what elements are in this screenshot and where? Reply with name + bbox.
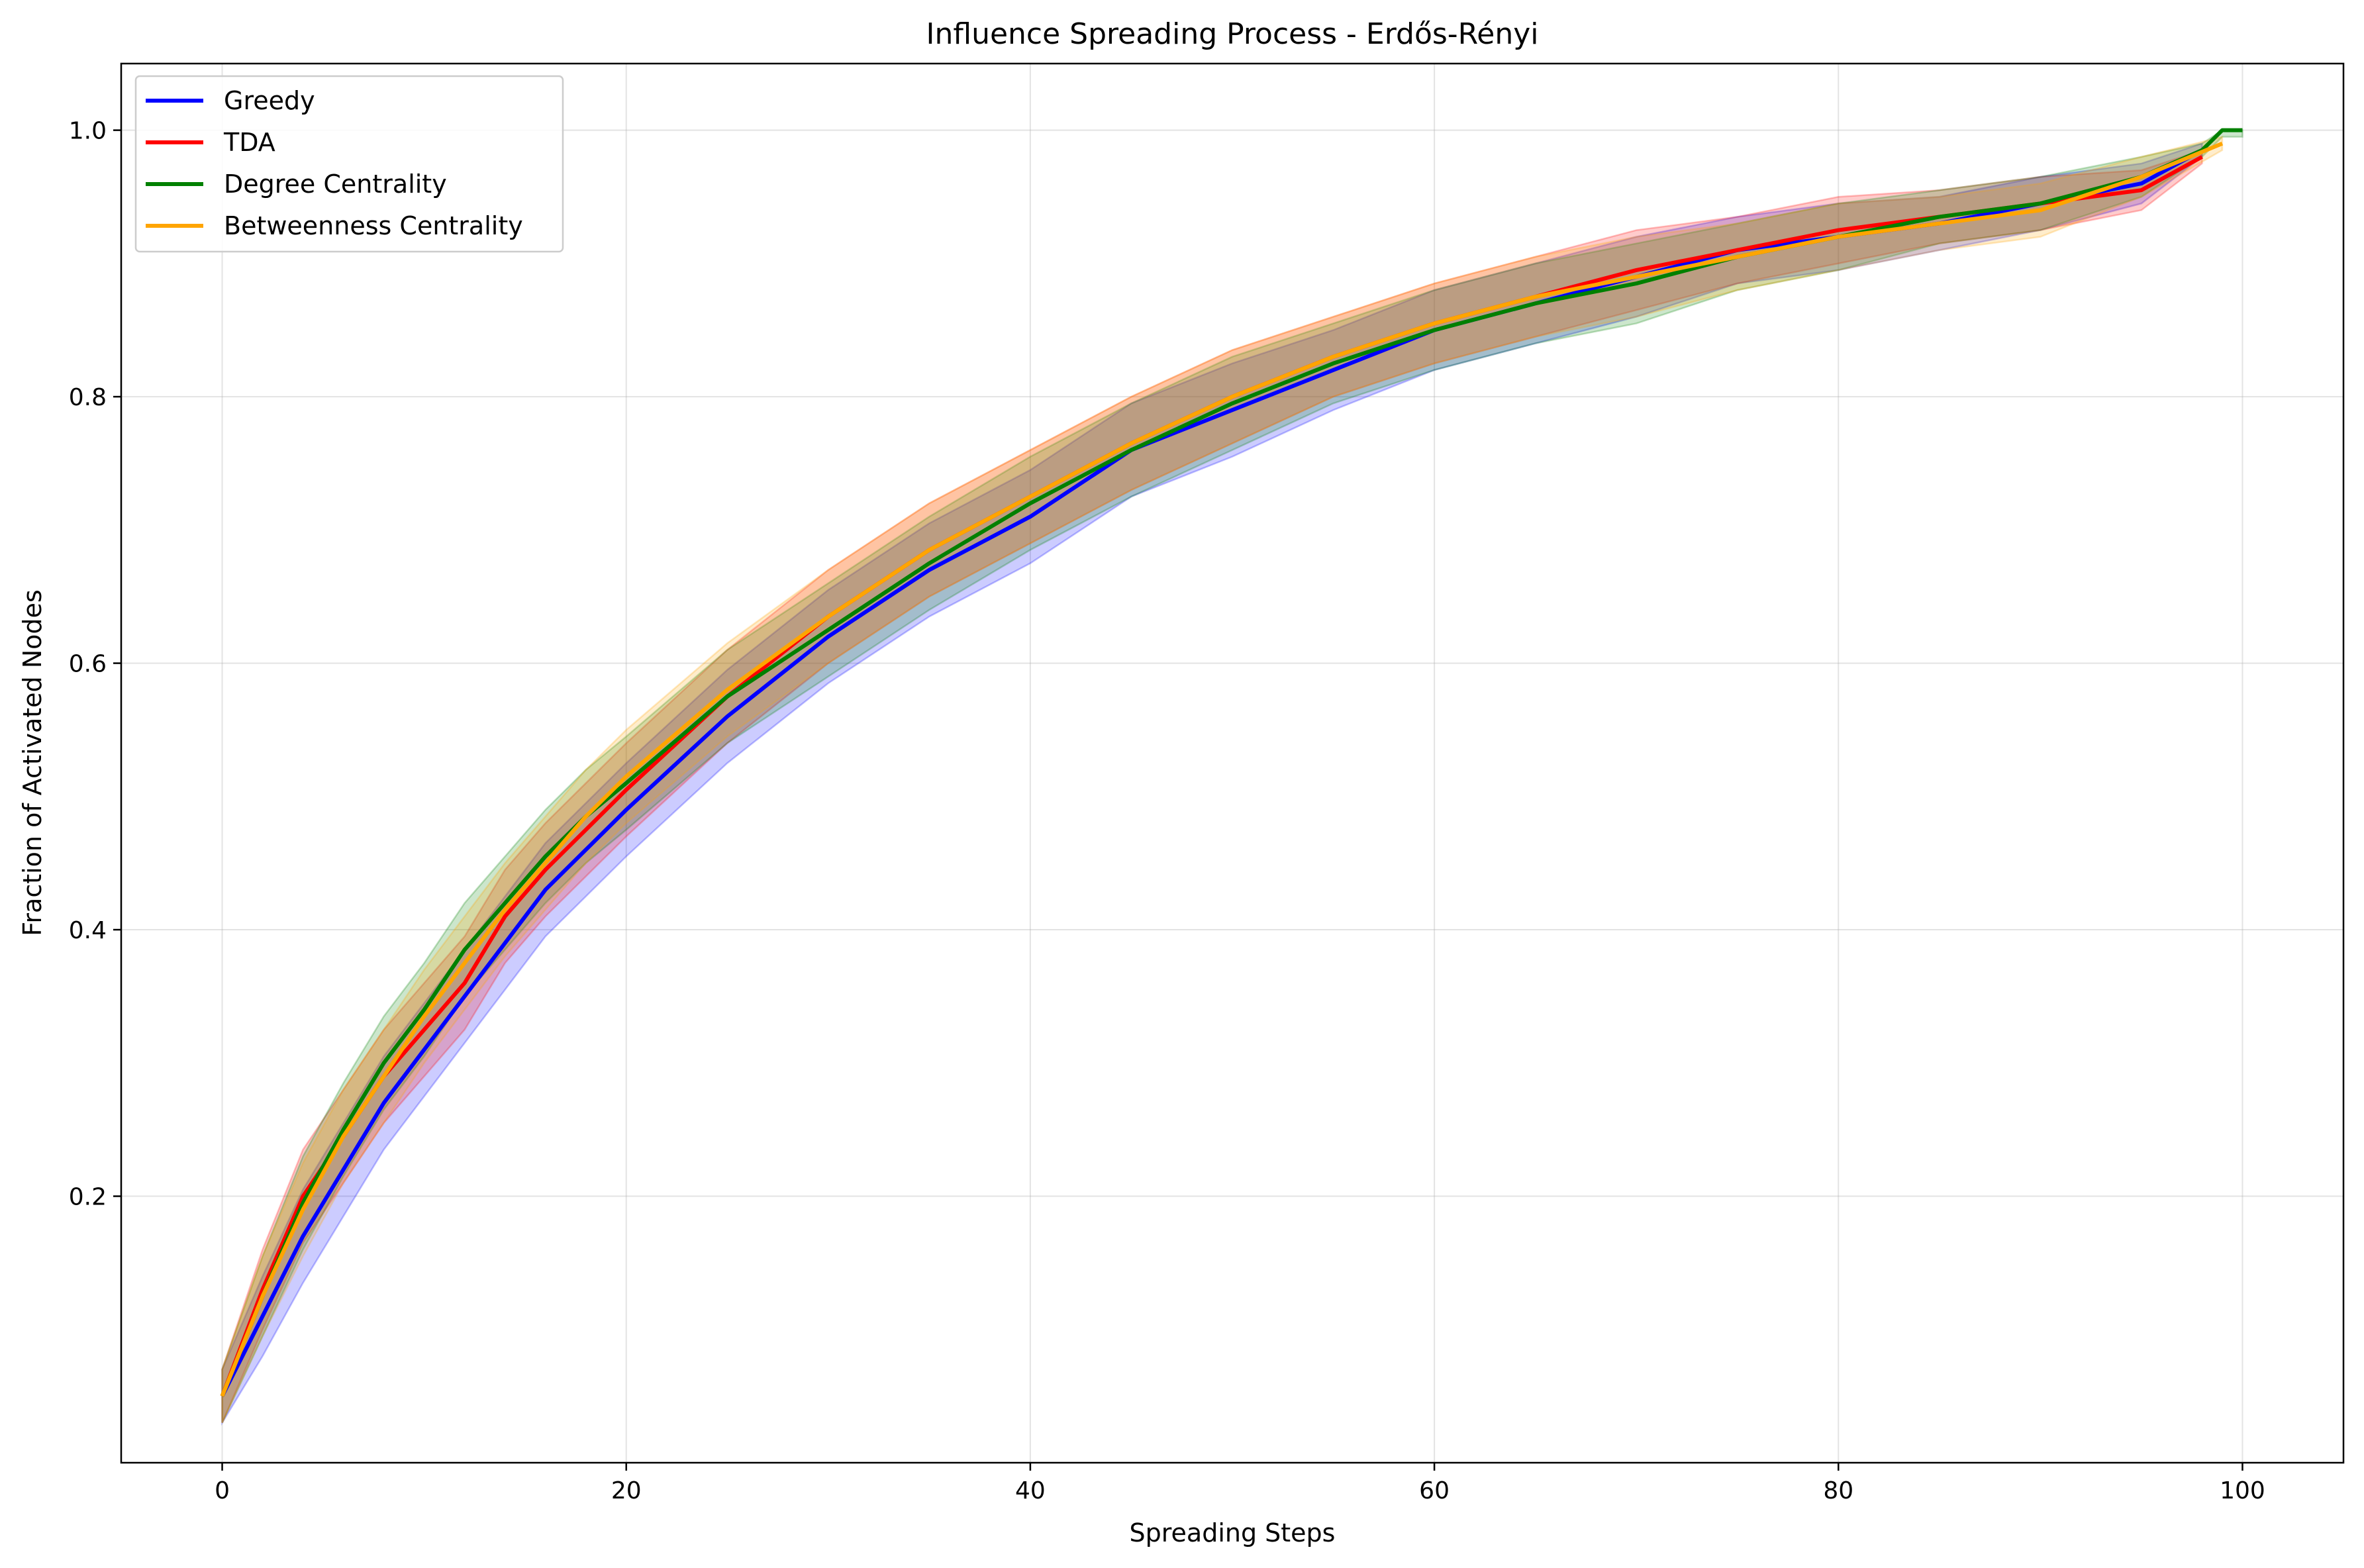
x-tick-label: 40	[1015, 1477, 1046, 1504]
chart-title: Influence Spreading Process - Erdős-Rény…	[926, 17, 1539, 51]
x-tick-label: 80	[1823, 1477, 1853, 1504]
x-axis-label: Spreading Steps	[1130, 1518, 1336, 1547]
x-tick-label: 100	[2220, 1477, 2265, 1504]
x-axis-ticks: 0 20 40 60 80 100	[215, 1463, 2265, 1504]
y-axis-ticks: 0.2 0.4 0.6 0.8 1.0	[69, 118, 121, 1211]
x-tick-label: 20	[611, 1477, 642, 1504]
legend-label-greedy: Greedy	[224, 86, 315, 115]
series-lines	[220, 128, 2243, 1397]
y-tick-label: 1.0	[69, 118, 107, 145]
y-axis-label: Fraction of Activated Nodes	[18, 589, 47, 936]
x-tick-label: 60	[1419, 1477, 1450, 1504]
y-tick-label: 0.6	[69, 651, 107, 678]
degree-centrality-line	[220, 128, 2243, 1397]
y-tick-label: 0.4	[69, 917, 107, 944]
greedy-line	[220, 148, 2203, 1397]
y-tick-label: 0.8	[69, 384, 107, 411]
plot-area-frame	[120, 62, 2345, 1464]
legend-label-tda: TDA	[223, 128, 275, 157]
x-tick-label: 0	[215, 1477, 230, 1504]
legend-label-betweenness-centrality: Betweenness Centrality	[224, 211, 523, 240]
betweenness-centrality-line	[220, 141, 2224, 1397]
y-tick-label: 0.2	[69, 1184, 107, 1211]
legend-frame	[134, 75, 564, 253]
legend-label-degree-centrality: Degree Centrality	[224, 170, 447, 199]
legend: Greedy TDA Degree Centrality Betweenness Ce…	[134, 75, 564, 253]
